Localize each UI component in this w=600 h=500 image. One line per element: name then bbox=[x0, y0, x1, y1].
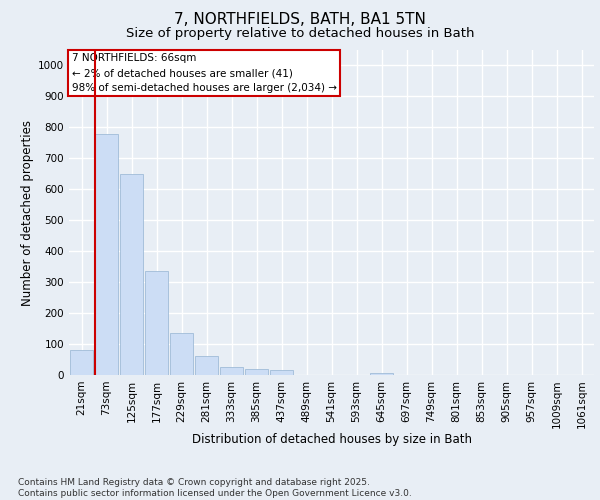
Bar bbox=[194, 356, 218, 375]
Bar bbox=[170, 333, 193, 375]
Text: 7 NORTHFIELDS: 66sqm
← 2% of detached houses are smaller (41)
98% of semi-detach: 7 NORTHFIELDS: 66sqm ← 2% of detached ho… bbox=[71, 53, 337, 93]
Bar bbox=[269, 370, 293, 375]
Text: Size of property relative to detached houses in Bath: Size of property relative to detached ho… bbox=[126, 28, 474, 40]
Bar bbox=[220, 368, 244, 375]
Text: Contains HM Land Registry data © Crown copyright and database right 2025.
Contai: Contains HM Land Registry data © Crown c… bbox=[18, 478, 412, 498]
Bar bbox=[119, 174, 143, 375]
Y-axis label: Number of detached properties: Number of detached properties bbox=[21, 120, 34, 306]
Bar bbox=[95, 134, 118, 375]
Text: 7, NORTHFIELDS, BATH, BA1 5TN: 7, NORTHFIELDS, BATH, BA1 5TN bbox=[174, 12, 426, 28]
Bar bbox=[70, 350, 94, 375]
Bar bbox=[370, 374, 394, 375]
X-axis label: Distribution of detached houses by size in Bath: Distribution of detached houses by size … bbox=[191, 432, 472, 446]
Bar bbox=[145, 272, 169, 375]
Bar bbox=[245, 369, 268, 375]
